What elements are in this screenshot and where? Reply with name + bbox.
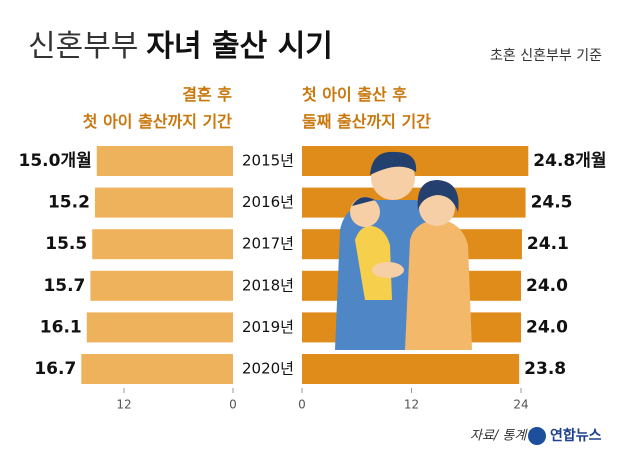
legend-line: 첫 아이 출산 후 [302, 85, 407, 104]
category-label: 2015년 [242, 152, 294, 170]
legend-line: 결혼 후 [182, 85, 232, 104]
value-label: 16.1 [40, 317, 82, 337]
value-label: 15.0개월 [19, 151, 92, 171]
value-label: 15.2 [48, 193, 90, 213]
title-light: 신혼부부 [28, 29, 138, 64]
x-tick-label: 24 [513, 398, 528, 412]
value-label: 15.7 [43, 276, 85, 296]
x-tick-label: 0 [229, 398, 237, 412]
category-label: 2020년 [242, 360, 294, 378]
legend-line: 둘째 출산까지 기간 [302, 112, 431, 131]
x-tick-label: 12 [404, 398, 419, 412]
value-label: 23.8 [524, 359, 566, 379]
value-label: 24.1 [527, 234, 569, 254]
value-label: 15.5 [45, 234, 87, 254]
value-label: 24.0 [526, 276, 568, 296]
category-label: 2017년 [242, 235, 294, 253]
category-label: 2019년 [242, 318, 294, 336]
value-label: 24.8개월 [533, 151, 606, 171]
bar [97, 146, 233, 176]
bar [302, 354, 519, 384]
bar [87, 312, 233, 342]
bar [92, 229, 233, 259]
subtitle: 초혼 신혼부부 기준 [490, 48, 602, 64]
chart: 신혼부부자녀 출산 시기 초혼 신혼부부 기준 결혼 후첫 아이 출산까지 기간… [0, 0, 617, 454]
bar [81, 354, 233, 384]
category-label: 2016년 [242, 193, 294, 211]
value-label: 24.0 [526, 317, 568, 337]
bar [302, 146, 528, 176]
bar [95, 188, 233, 218]
category-label: 2018년 [242, 276, 294, 294]
x-tick-label: 12 [116, 398, 131, 412]
x-tick-label: 0 [298, 398, 306, 412]
legend-line: 첫 아이 출산까지 기간 [83, 112, 232, 131]
value-label: 16.7 [34, 359, 76, 379]
logo-icon [528, 427, 546, 445]
bar [90, 271, 233, 301]
background [0, 0, 617, 454]
title-bold: 자녀 출산 시기 [146, 29, 333, 64]
value-label: 24.5 [531, 193, 573, 213]
logo: 연합뉴스 [550, 427, 602, 444]
